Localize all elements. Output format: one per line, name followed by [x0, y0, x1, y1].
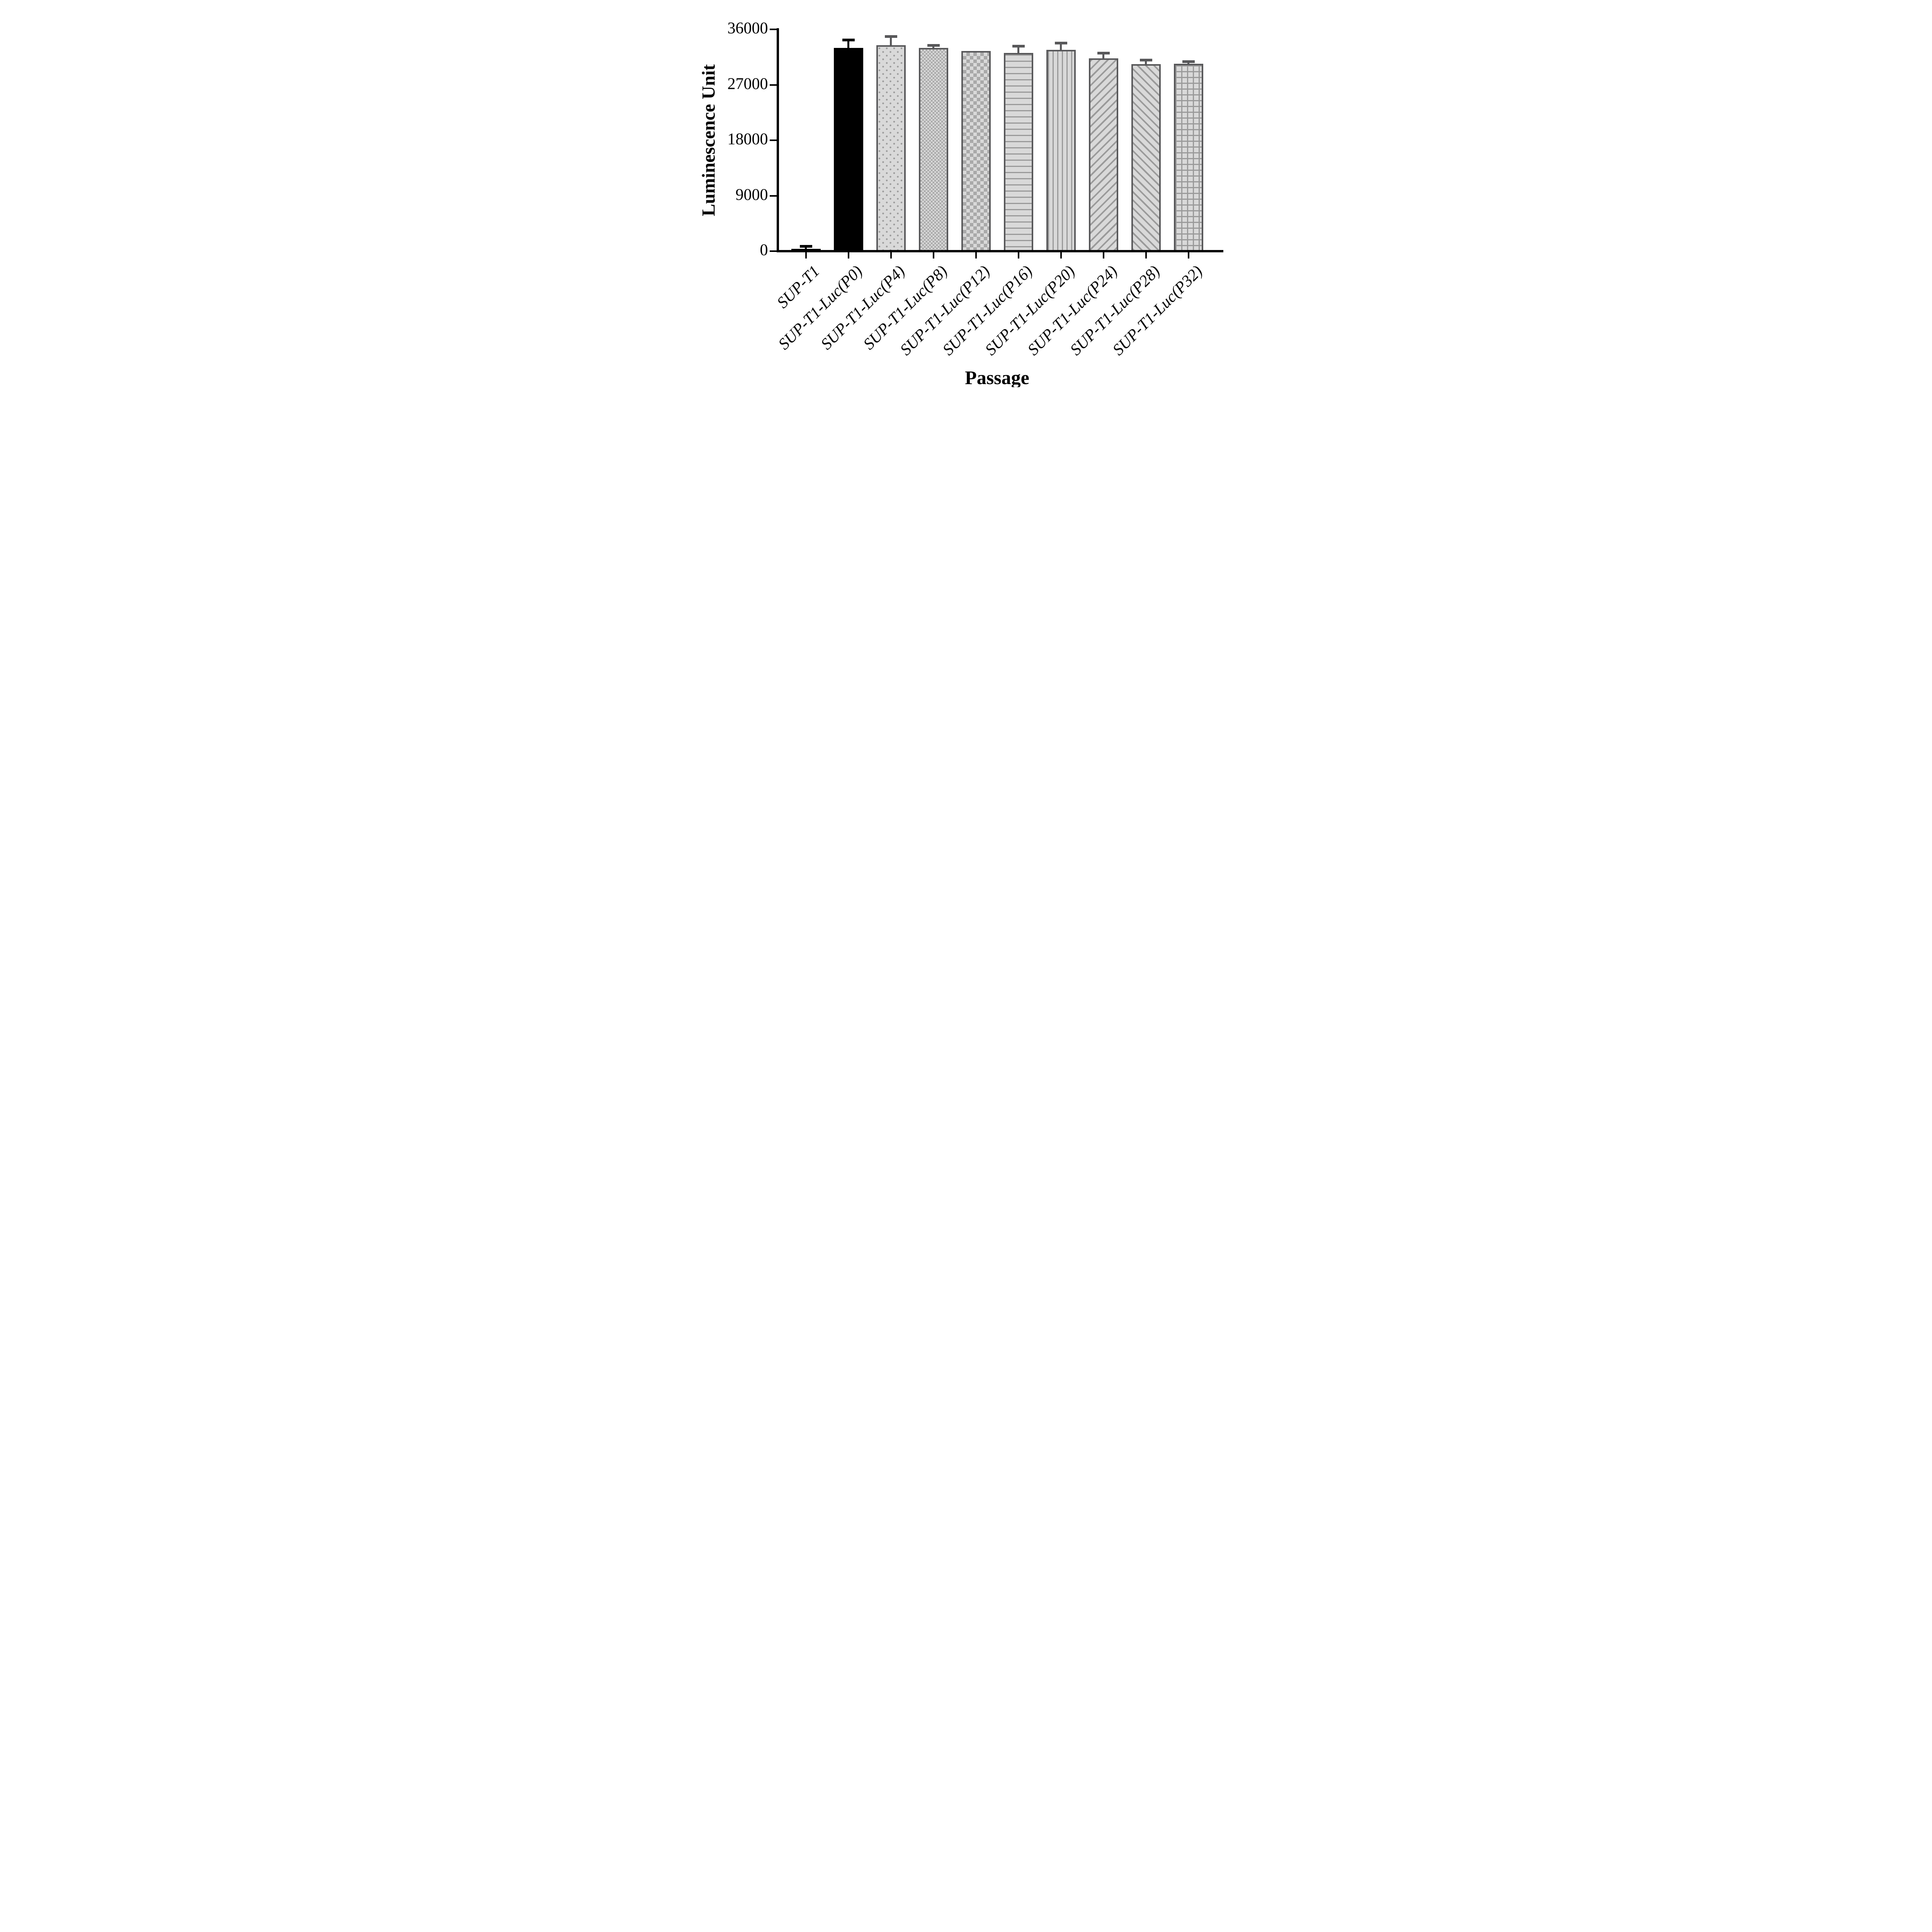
error-bar-cap [1054, 42, 1067, 45]
bar-SUP-T1-Luc(P32) [1173, 64, 1203, 252]
error-bar-cap [842, 39, 855, 42]
error-bar-cap [927, 44, 940, 47]
error-bar-cap [1012, 44, 1025, 48]
error-bar-whisker [1145, 61, 1147, 65]
error-bar-whisker [1102, 54, 1104, 58]
bar-SUP-T1-Luc(P4) [876, 45, 906, 252]
bar-chart-figure: Luminescence Unit SUP-T1 SUP-T1-Luc(P0) SU… [690, 0, 1242, 387]
y-axis-line [776, 28, 779, 252]
error-bar-whisker [890, 37, 892, 45]
y-tick [769, 195, 777, 197]
plot-area: SUP-T1 SUP-T1-Luc(P0) SUP-T1-Luc(P4) SUP-T1… [690, 0, 1242, 387]
error-bar-whisker [1017, 47, 1019, 53]
bar-SUP-T1-Luc(P16) [1003, 53, 1033, 252]
y-tick [769, 84, 777, 86]
error-bar-whisker [847, 41, 849, 48]
x-tick [847, 252, 849, 259]
error-bar-cap [1182, 60, 1195, 63]
x-tick [1187, 252, 1189, 259]
y-tick-label: 18000 [727, 130, 768, 148]
error-bar-whisker [1060, 44, 1062, 50]
error-bar-whisker [932, 46, 934, 48]
x-tick [1102, 252, 1104, 259]
x-axis-title: Passage [965, 367, 1029, 387]
x-tick [1017, 252, 1019, 259]
x-tick [932, 252, 934, 259]
bar-SUP-T1-Luc(P12) [961, 51, 991, 252]
bar-SUP-T1-Luc(P24) [1088, 58, 1118, 252]
error-bar-whisker [1187, 63, 1189, 64]
error-bar-cap [884, 35, 897, 38]
x-axis-line [776, 250, 1223, 252]
bar-SUP-T1-Luc(P8) [918, 48, 948, 252]
y-tick [769, 29, 777, 30]
bar-SUP-T1-Luc(P28) [1131, 64, 1161, 252]
error-bar-cap [1139, 59, 1152, 62]
y-tick [769, 139, 777, 141]
y-tick-label: 0 [760, 241, 768, 259]
bar-SUP-T1-Luc(P0) [833, 48, 863, 252]
x-tick [1145, 252, 1147, 259]
y-tick-label: 27000 [727, 75, 768, 93]
error-bar-cap [799, 245, 812, 248]
bar-SUP-T1-Luc(P20) [1046, 50, 1076, 252]
x-tick [1060, 252, 1062, 259]
y-tick-label: 36000 [727, 19, 768, 37]
x-tick [805, 252, 807, 259]
y-tick [769, 250, 777, 252]
x-tick [890, 252, 892, 259]
x-tick [975, 252, 977, 259]
y-tick-label: 9000 [735, 186, 768, 204]
error-bar-cap [1097, 52, 1110, 55]
